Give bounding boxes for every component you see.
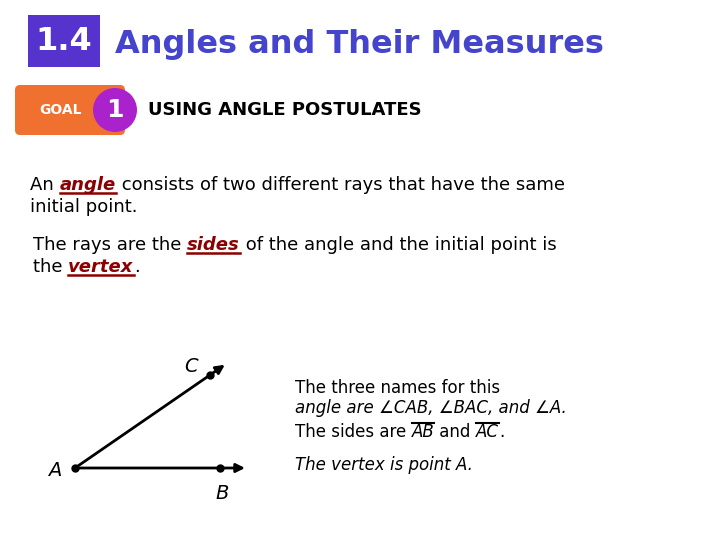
Text: USING ANGLE POSTULATES: USING ANGLE POSTULATES [148,101,422,119]
FancyBboxPatch shape [28,15,100,67]
Text: GOAL: GOAL [39,103,81,117]
FancyBboxPatch shape [15,85,125,135]
Text: angle: angle [60,176,116,194]
Text: The rays are the: The rays are the [33,236,187,254]
Text: sides: sides [187,236,240,254]
Text: of the angle and the initial point is: of the angle and the initial point is [240,236,557,254]
Text: 1: 1 [107,98,124,122]
Text: A: A [48,461,61,480]
Text: vertex: vertex [68,258,134,276]
Text: .: . [499,423,504,441]
Circle shape [93,88,137,132]
Text: initial point.: initial point. [30,198,138,216]
Text: angle are ∠CAB, ∠BAC, and ∠A.: angle are ∠CAB, ∠BAC, and ∠A. [295,399,567,417]
Text: B: B [215,484,229,503]
Text: The sides are: The sides are [295,423,412,441]
Text: the: the [33,258,68,276]
Text: Angles and Their Measures: Angles and Their Measures [115,29,604,59]
Text: and: and [434,423,476,441]
Text: .: . [134,258,140,276]
Text: The vertex is point A.: The vertex is point A. [295,456,473,474]
Text: consists of two different rays that have the same: consists of two different rays that have… [116,176,564,194]
Text: AC: AC [476,423,499,441]
Text: 1.4: 1.4 [35,25,92,57]
Text: AB: AB [412,423,434,441]
Text: C: C [184,357,198,376]
Text: The three names for this: The three names for this [295,379,500,397]
Text: An: An [30,176,60,194]
